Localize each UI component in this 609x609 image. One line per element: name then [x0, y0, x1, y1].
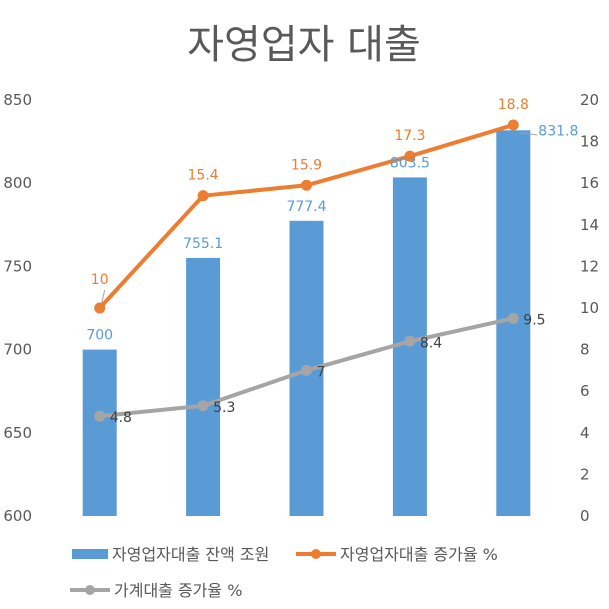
legend-marker-gray [85, 585, 95, 595]
line-marker [507, 119, 519, 131]
right-axis-tick: 14 [580, 216, 599, 234]
leader-line [101, 289, 106, 304]
line-marker [94, 302, 106, 314]
line-data-label: 17.3 [394, 128, 425, 144]
line-data-label: 8.4 [420, 335, 442, 351]
line-data-label: 10 [91, 272, 109, 288]
legend: 자영업자대출 잔액 조원 자영업자대출 증가율 % 가계대출 증가율 % [70, 545, 498, 600]
bar [186, 257, 221, 516]
chart-title: 자영업자 대출 [187, 22, 421, 68]
legend-label-2: 가계대출 증가율 % [114, 581, 242, 600]
right-axis-tick: 6 [580, 382, 590, 400]
leader-line [520, 132, 538, 136]
line-data-label: 18.8 [498, 97, 529, 113]
right-axis-tick: 4 [580, 424, 590, 442]
line-data-label: 4.8 [110, 410, 132, 426]
right-axis-tick: 12 [580, 257, 599, 275]
line-marker [301, 364, 312, 376]
left-axis-tick: 850 [3, 91, 32, 109]
left-axis-tick: 700 [3, 341, 32, 359]
right-axis-tick: 0 [580, 507, 590, 525]
legend-swatch-bar [72, 549, 108, 559]
left-axis-tick: 800 [3, 174, 32, 192]
right-axis-tick: 8 [580, 341, 590, 359]
legend-label-1: 자영업자대출 증가율 % [340, 545, 498, 564]
line-marker [507, 312, 519, 324]
right-axis-tick: 16 [580, 174, 599, 192]
line-data-label: 15.9 [291, 157, 322, 173]
left-axis-tick: 750 [3, 257, 32, 275]
legend-label-0: 자영업자대출 잔액 조원 [112, 545, 269, 564]
line-data-label: 9.5 [523, 312, 545, 328]
line-marker [404, 335, 416, 347]
line-marker [301, 179, 312, 191]
legend-marker-orange [311, 549, 321, 559]
line-data-label: 5.3 [213, 400, 235, 416]
bar [82, 349, 117, 516]
line-marker [197, 190, 209, 202]
right-axis-tick: 10 [580, 299, 599, 317]
left-axis-tick: 650 [3, 424, 32, 442]
bar-data-label: 700 [86, 328, 113, 344]
line-marker [94, 410, 106, 422]
line-data-label: 7 [317, 364, 326, 380]
bar-data-label: 831.8 [538, 123, 578, 139]
bar-data-label: 803.5 [390, 155, 430, 171]
line-data-label: 15.4 [188, 168, 219, 184]
right-axis-tick: 2 [580, 465, 590, 483]
right-axis-tick: 18 [580, 133, 599, 151]
left-axis-tick: 600 [3, 507, 32, 525]
bar-data-label: 777.4 [286, 199, 326, 215]
bar-data-label: 755.1 [183, 236, 223, 252]
right-axis-tick: 20 [580, 91, 599, 109]
line-marker [197, 400, 209, 412]
line-marker [404, 150, 416, 162]
